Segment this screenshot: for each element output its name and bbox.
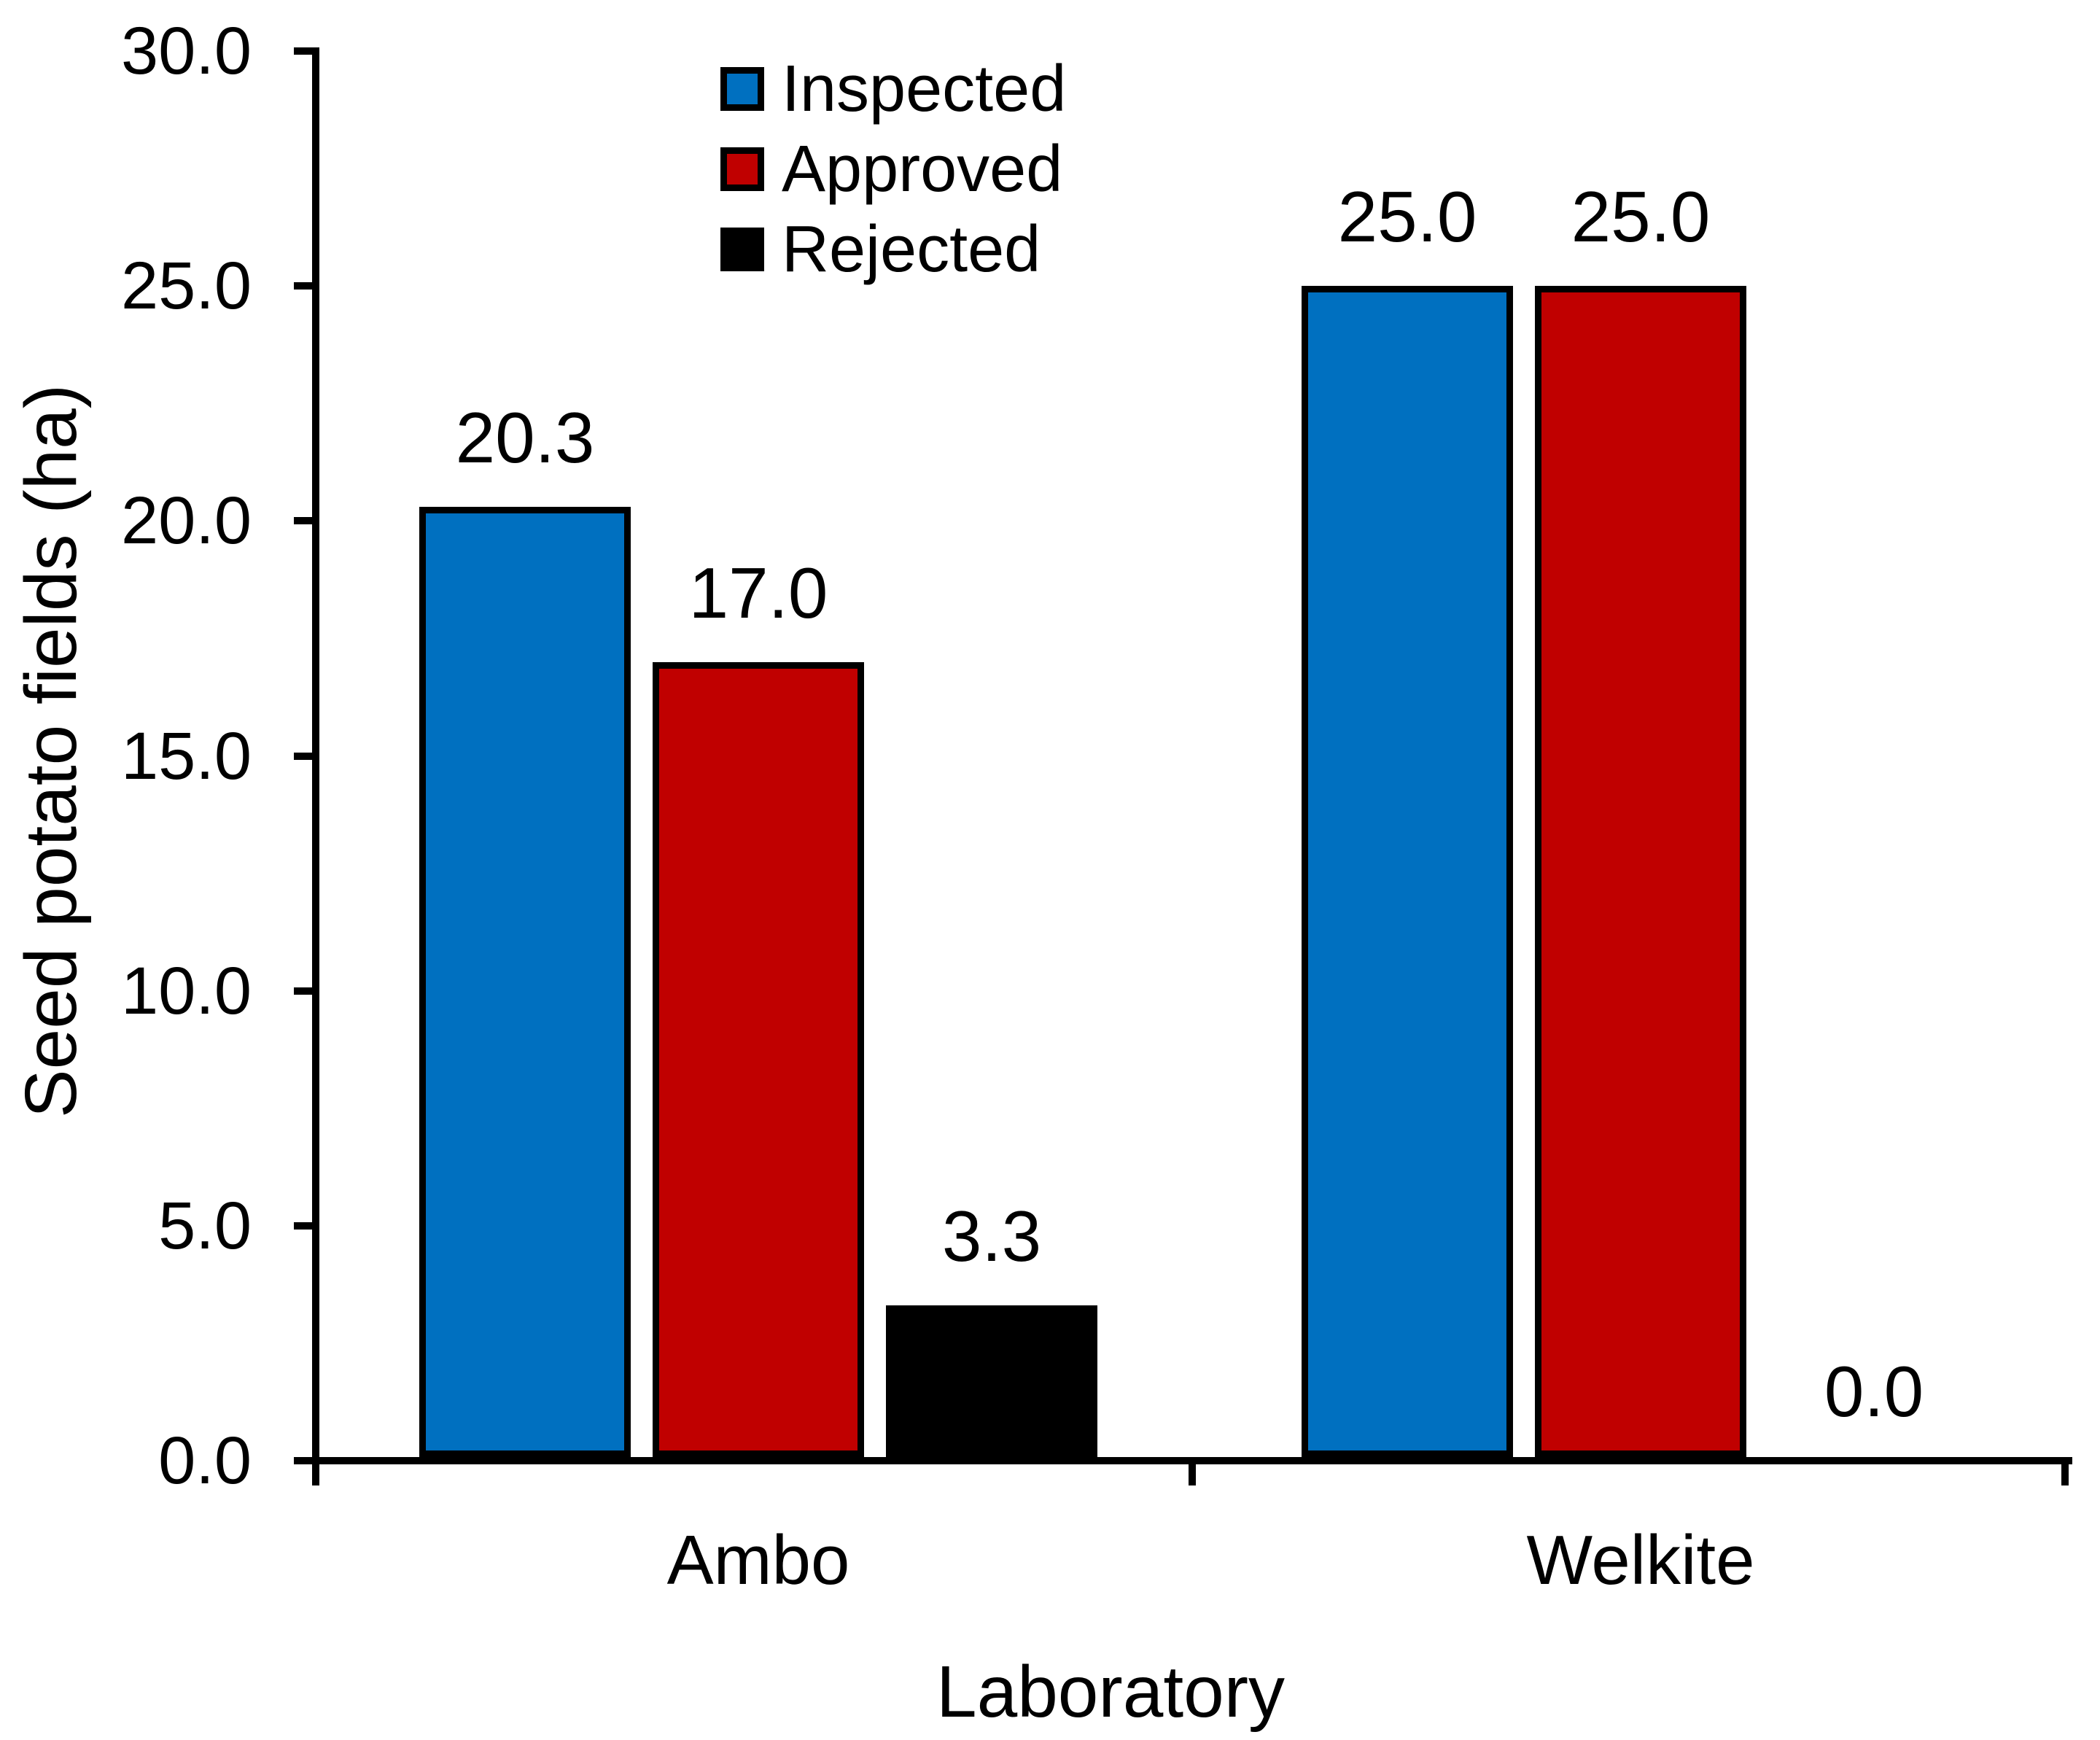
y-tick-label: 10.0 — [120, 954, 252, 1028]
y-tick-label: 25.0 — [120, 249, 252, 323]
category-label-welkite: Welkite — [1526, 1521, 1755, 1599]
legend-swatch-inspected — [720, 67, 764, 111]
y-axis-tick — [294, 753, 312, 760]
value-label-inspected-welkite: 25.0 — [1337, 176, 1477, 257]
legend-swatch-rejected — [720, 228, 764, 271]
bar-approved-welkite — [1535, 286, 1746, 1457]
bar-inspected-ambo — [419, 507, 631, 1457]
y-tick-label: 0.0 — [158, 1424, 252, 1498]
y-tick-label: 15.0 — [120, 719, 252, 793]
y-axis-tick — [294, 1457, 312, 1464]
legend-swatch-approved — [720, 147, 764, 191]
y-axis-tick — [294, 987, 312, 995]
value-label-approved-ambo: 17.0 — [688, 553, 828, 633]
x-axis-title: Laboratory — [936, 1651, 1286, 1733]
bar-approved-ambo — [653, 662, 864, 1457]
x-axis-tick — [2061, 1464, 2069, 1485]
y-axis-line — [312, 47, 319, 1485]
y-axis-tick — [294, 282, 312, 290]
category-label-ambo: Ambo — [666, 1521, 850, 1599]
bar-inspected-welkite — [1302, 286, 1513, 1457]
value-label-rejected-welkite: 0.0 — [1824, 1351, 1924, 1432]
y-tick-label: 5.0 — [158, 1189, 252, 1263]
legend-label-inspected: Inspected — [782, 53, 1067, 125]
y-axis-tick — [294, 517, 312, 524]
value-label-approved-welkite: 25.0 — [1571, 176, 1711, 257]
y-tick-label: 20.0 — [120, 483, 252, 558]
y-axis-tick — [294, 47, 312, 55]
legend-item-approved: Approved — [720, 136, 1062, 202]
legend-label-rejected: Rejected — [782, 213, 1041, 286]
legend-label-approved: Approved — [782, 133, 1063, 206]
legend: Inspected Approved Rejected — [0, 0, 2100, 365]
value-label-inspected-ambo: 20.3 — [455, 397, 595, 478]
legend-item-rejected: Rejected — [720, 217, 1041, 282]
value-label-rejected-ambo: 3.3 — [941, 1196, 1042, 1276]
legend-item-inspected: Inspected — [720, 56, 1066, 122]
y-tick-label: 30.0 — [120, 14, 252, 88]
y-axis-tick — [294, 1222, 312, 1230]
x-axis-line — [312, 1457, 2072, 1464]
x-axis-tick — [1189, 1464, 1196, 1485]
bar-rejected-ambo — [886, 1305, 1097, 1457]
